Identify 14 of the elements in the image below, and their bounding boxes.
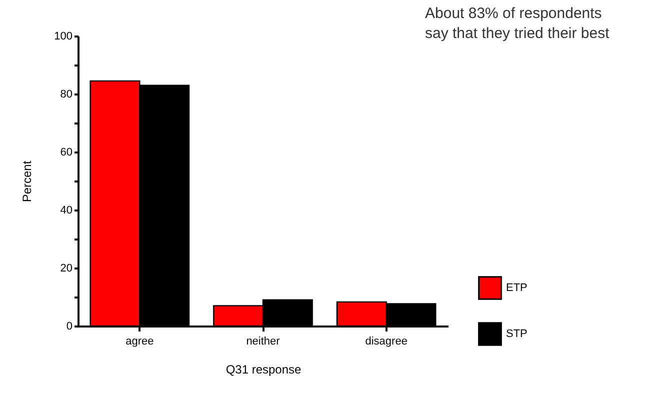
- legend-label: ETP: [506, 282, 528, 294]
- y-tick-label: 60: [60, 146, 72, 158]
- y-tick-label: 20: [60, 262, 72, 274]
- y-tick-label: 0: [66, 320, 72, 332]
- y-tick-label: 80: [60, 88, 72, 100]
- x-tick-label: agree: [126, 336, 154, 348]
- x-tick-label: disagree: [365, 336, 408, 348]
- x-axis-title: Q31 response: [226, 362, 302, 376]
- legend-label: STP: [506, 328, 528, 340]
- y-axis-title: Percent: [20, 160, 34, 202]
- y-tick-label: 100: [54, 30, 72, 42]
- y-tick-label: 40: [60, 204, 72, 216]
- x-tick-label: neither: [246, 336, 280, 348]
- annotation: About 83% of respondents say that they tried their best: [425, 5, 610, 42]
